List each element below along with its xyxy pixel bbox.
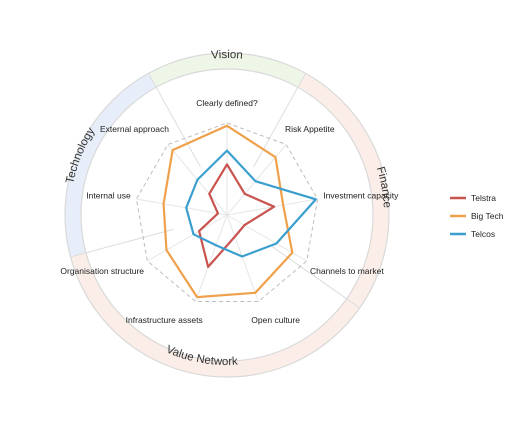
section-label: Vision [211,49,244,62]
axis-label: External approach [100,124,169,134]
radar-spoke [226,214,259,302]
radar-spoke [195,214,228,302]
axis-labels: Clearly defined? Risk Appetite Investment … [60,98,399,325]
axis-label: Infrastructure assets [126,315,203,325]
section-divider [271,246,360,309]
section-band-technology [65,73,157,257]
axis-label: Organisation structure [60,266,144,276]
section-band-finance [297,73,389,308]
series-line-telstra [198,163,276,268]
series-lines [162,124,317,299]
section-divider [253,73,306,168]
axis-label: Channels to market [310,266,384,276]
legend: Telstra Big Tech Telcos [450,193,504,239]
section-divider [148,73,201,168]
section-dividers [70,73,360,309]
legend-label-telcos: Telcos [471,229,495,239]
radar-grid-polygon [135,122,319,302]
section-label-text: Vision [211,49,244,62]
axis-label: Internal use [86,191,131,201]
ring-outer-circle [64,52,390,378]
axis-label: Investment capacity [323,191,399,201]
axis-label: Open culture [251,315,300,325]
ring-inner-circle [80,68,374,362]
legend-label-telstra: Telstra [471,193,496,203]
axis-label: Clearly defined? [196,98,258,108]
radar-spoke [226,144,287,216]
radar-spoke [147,214,228,262]
section-divider [70,228,175,258]
series-line-telcos [185,149,317,258]
radar-spoke [136,198,228,216]
legend-label-big-tech: Big Tech [471,211,504,221]
axis-label: Risk Appetite [285,124,335,134]
section-band-vision [148,52,306,88]
series-line-big-tech [162,124,294,299]
section-band-value-network [70,252,360,378]
outer-ring [64,52,390,378]
radar-spoke [226,214,307,262]
